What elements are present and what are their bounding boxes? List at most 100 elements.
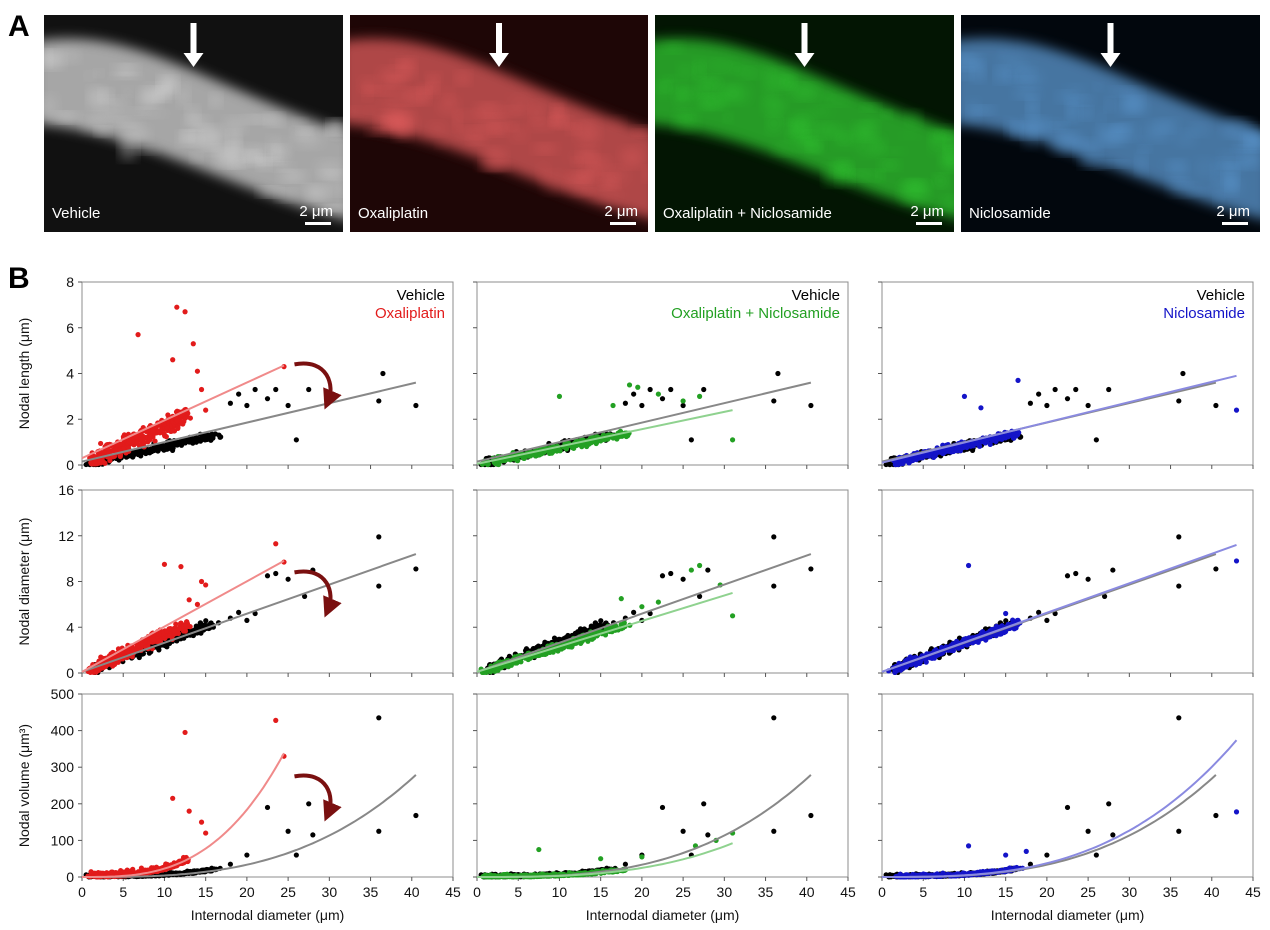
x-tick-label: 15 xyxy=(198,884,214,900)
y-tick-label: 0 xyxy=(66,869,74,885)
oxaliplatin-point xyxy=(187,415,193,421)
vehicle-point xyxy=(1110,567,1116,573)
vehicle-point xyxy=(771,715,777,721)
vehicle-point xyxy=(376,715,382,721)
legend-niclosamide: Niclosamide xyxy=(1163,305,1245,322)
plot-niclosamide-volume: 0 5 10 15 20 25 30 35 40 45 xyxy=(878,693,1261,900)
micrograph-caption: Oxaliplatin + Niclosamide xyxy=(663,205,832,222)
x-tick-label: 45 xyxy=(445,884,461,900)
shift-arrow xyxy=(294,361,342,410)
x-tick-label: 20 xyxy=(634,884,650,900)
y-tick-label: 16 xyxy=(58,482,74,498)
y-tick-label: 4 xyxy=(66,366,74,382)
vehicle-point xyxy=(306,801,312,807)
combo-point xyxy=(579,443,585,449)
plot-frame xyxy=(881,693,1254,878)
panel-label-a: A xyxy=(8,10,30,43)
x-tick-label: 20 xyxy=(1039,884,1055,900)
oxaliplatin-point xyxy=(169,428,175,434)
oxaliplatin-point xyxy=(184,619,190,625)
niclosamide-point xyxy=(940,450,946,457)
vehicle-point xyxy=(310,832,316,838)
scalebar-label: 2 μm xyxy=(910,203,944,220)
vehicle-point xyxy=(264,573,271,579)
x-tick-label: 35 xyxy=(758,884,774,900)
oxaliplatin-fit-line xyxy=(81,364,285,460)
combo-point xyxy=(635,384,641,390)
x-axis-label: Internodal diameter (μm) xyxy=(191,907,345,923)
vehicle-point xyxy=(1106,386,1112,393)
vehicle-point xyxy=(705,567,711,573)
niclosamide-point xyxy=(1003,610,1009,617)
vehicle-point xyxy=(680,828,686,834)
niclosamide-point xyxy=(931,454,937,461)
niclosamide-point xyxy=(978,405,984,411)
niclosamide-point xyxy=(1233,407,1240,413)
vehicle-point xyxy=(1064,573,1071,579)
vehicle-point xyxy=(1180,370,1186,377)
vehicle-point xyxy=(775,370,781,377)
micrograph-oxaliplatin-niclosamide: Oxaliplatin + Niclosamide 2 μm xyxy=(655,15,954,232)
combo-point xyxy=(639,854,645,860)
x-axis-label: Internodal diameter (μm) xyxy=(586,907,740,923)
plot-combo-diameter xyxy=(473,489,849,677)
vehicle-point xyxy=(1027,400,1033,406)
y-tick-label: 500 xyxy=(51,686,75,702)
vehicle-point xyxy=(135,450,141,456)
y-tick-label: 200 xyxy=(51,796,75,812)
x-tick-label: 15 xyxy=(593,884,609,900)
oxaliplatin-point xyxy=(178,564,184,570)
oxaliplatin-point xyxy=(147,437,153,443)
oxaliplatin-point xyxy=(102,460,108,466)
oxaliplatin-point xyxy=(170,357,176,363)
vehicle-point xyxy=(198,436,205,443)
x-tick-label: 10 xyxy=(157,884,173,900)
oxaliplatin-point xyxy=(88,461,95,467)
niclosamide-point xyxy=(970,441,976,447)
oxaliplatin-point xyxy=(134,439,140,445)
vehicle-point xyxy=(285,402,291,409)
vehicle-point xyxy=(622,861,629,867)
oxaliplatin-point xyxy=(156,638,162,644)
x-tick-label: 0 xyxy=(78,884,86,900)
vehicle-point xyxy=(771,828,777,834)
niclosamide-point xyxy=(962,443,968,450)
oxaliplatin-point xyxy=(203,830,209,836)
vehicle-point xyxy=(285,576,291,582)
vehicle-point xyxy=(668,386,674,393)
x-tick-label: 10 xyxy=(957,884,973,900)
y-tick-label: 0 xyxy=(66,665,74,681)
vehicle-point xyxy=(701,386,707,393)
vehicle-point xyxy=(169,447,176,454)
oxaliplatin-point xyxy=(150,637,157,643)
vehicle-point xyxy=(1044,402,1050,409)
x-tick-label: 0 xyxy=(473,884,481,900)
niclosamide-point xyxy=(984,438,990,444)
oxaliplatin-point xyxy=(98,440,104,447)
niclosamide-point xyxy=(1015,377,1021,383)
combo-point xyxy=(680,398,686,404)
oxaliplatin-point xyxy=(198,386,205,393)
scalebar-label: 2 μm xyxy=(604,203,638,220)
oxaliplatin-point xyxy=(174,304,180,310)
micrograph-caption: Oxaliplatin xyxy=(358,205,429,222)
legend-vehicle: Vehicle xyxy=(397,287,445,304)
oxaliplatin-point xyxy=(156,631,162,638)
vehicle-point xyxy=(155,646,162,652)
x-tick-label: 40 xyxy=(1204,884,1220,900)
vehicle-point xyxy=(1213,402,1219,409)
combo-point xyxy=(729,437,736,443)
vehicle-point xyxy=(376,398,382,404)
vehicle-point xyxy=(210,435,216,441)
vehicle-point xyxy=(1093,437,1099,443)
combo-point xyxy=(536,846,542,853)
vehicle-point xyxy=(264,804,271,811)
vehicle-point xyxy=(887,461,893,468)
oxaliplatin-point xyxy=(194,368,201,374)
plot-frame xyxy=(476,693,849,878)
vehicle-point xyxy=(236,609,242,615)
